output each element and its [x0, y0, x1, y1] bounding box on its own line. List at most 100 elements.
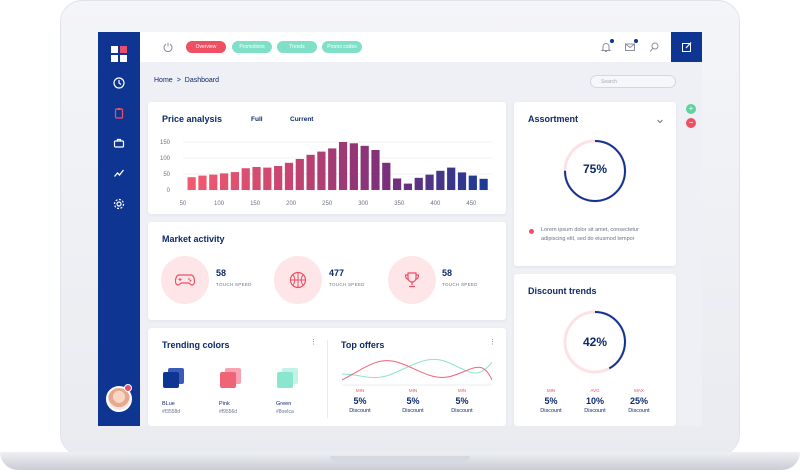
- clipboard-icon[interactable]: [110, 104, 128, 122]
- remove-widget-button[interactable]: −: [686, 118, 696, 128]
- power-icon[interactable]: [162, 40, 174, 58]
- offers-menu-icon[interactable]: ⋮: [489, 339, 496, 346]
- market-label-2: TOUCH SPEED: [329, 282, 365, 287]
- swatch-green[interactable]: [277, 372, 293, 388]
- top-bar: Overview Promotions Trends Promo codes: [140, 32, 702, 62]
- basketball-icon-badge: [274, 256, 322, 304]
- discount-min-value: 5%: [544, 396, 558, 406]
- trophy-icon-badge: [388, 256, 436, 304]
- discount-avg-label: AVG: [590, 388, 600, 393]
- x-tick-label: 350: [394, 201, 405, 207]
- swatch-pink-name: Pink: [219, 401, 230, 407]
- price-bar[interactable]: [457, 172, 467, 190]
- search-input[interactable]: Search: [590, 75, 676, 88]
- discount-trends-title: Discount trends: [528, 286, 597, 296]
- avatar-notification-dot: [124, 384, 132, 392]
- assortment-percent: 75%: [582, 162, 608, 176]
- x-tick-label: 300: [358, 201, 369, 207]
- price-bar[interactable]: [403, 183, 413, 190]
- price-bar[interactable]: [328, 148, 337, 190]
- price-bar[interactable]: [252, 166, 261, 190]
- price-bar[interactable]: [241, 168, 250, 190]
- mail-icon[interactable]: [624, 40, 636, 58]
- price-bar[interactable]: [479, 178, 488, 190]
- card-divider: [327, 340, 328, 418]
- price-chart: 0 50 100 150 50 100 150 200 250 300 350 400 450: [160, 140, 493, 207]
- assortment-card: Assortment 75% Lorem ipsum dolor sit ame…: [514, 102, 676, 266]
- add-widget-button[interactable]: +: [686, 104, 696, 114]
- price-bar[interactable]: [447, 167, 456, 190]
- price-bar[interactable]: [306, 154, 315, 190]
- bell-icon[interactable]: [600, 40, 612, 58]
- gamepad-icon: [175, 274, 195, 286]
- price-analysis-title: Price analysis: [162, 114, 223, 124]
- edit-button[interactable]: [671, 32, 702, 62]
- basketball-icon: [289, 271, 307, 289]
- price-bar[interactable]: [295, 158, 304, 190]
- trophy-icon: [404, 272, 420, 288]
- offer-2-sub: Discount: [402, 408, 424, 414]
- tab-current[interactable]: Current: [290, 116, 314, 123]
- tab-full[interactable]: Full: [251, 116, 263, 123]
- legend-dot: [529, 229, 534, 234]
- breadcrumb-current: Dashboard: [184, 77, 220, 84]
- screen: Overview Promotions Trends Promo codes H…: [98, 32, 702, 426]
- app-logo-icon[interactable]: [111, 46, 127, 62]
- offer-1-label: MIN: [355, 388, 365, 393]
- chevron-down-icon[interactable]: [656, 112, 664, 130]
- price-bar[interactable]: [317, 151, 326, 190]
- bell-badge: [610, 39, 614, 43]
- trend-line-icon[interactable]: [110, 164, 128, 182]
- tab-promotions[interactable]: Promotions: [232, 41, 272, 53]
- offer-2-label: MIN: [408, 388, 418, 393]
- price-bar[interactable]: [338, 142, 348, 190]
- breadcrumb-home[interactable]: Home: [154, 77, 173, 84]
- swatch-green-name: Green: [276, 401, 292, 407]
- price-bar[interactable]: [274, 166, 283, 190]
- price-bar[interactable]: [219, 173, 229, 190]
- gamepad-icon-badge: [161, 256, 209, 304]
- price-bar[interactable]: [371, 150, 380, 190]
- price-bar[interactable]: [284, 162, 294, 190]
- price-bar[interactable]: [425, 174, 434, 190]
- trending-colors-title: Trending colors: [162, 340, 230, 350]
- market-value-1: 58: [216, 268, 227, 278]
- x-tick-label: 50: [180, 201, 187, 207]
- search-icon[interactable]: [648, 40, 660, 58]
- x-tick-label: 200: [286, 201, 297, 207]
- tab-trends[interactable]: Trends: [277, 41, 317, 53]
- price-analysis-card: Price analysis Full Current 0 50 100 150 50 1…: [148, 102, 506, 214]
- tab-promo-codes[interactable]: Promo codes: [322, 41, 362, 53]
- swatch-blue-hex: #f3558d: [162, 409, 181, 415]
- price-bar[interactable]: [382, 162, 391, 190]
- assortment-title: Assortment: [528, 114, 579, 124]
- clock-icon[interactable]: [110, 74, 128, 92]
- price-bar[interactable]: [198, 175, 207, 190]
- y-tick-label: 0: [167, 188, 171, 194]
- gear-icon[interactable]: [110, 195, 128, 213]
- price-bar[interactable]: [263, 167, 272, 190]
- price-bar[interactable]: [209, 174, 218, 190]
- price-bar[interactable]: [468, 175, 477, 190]
- mail-badge: [634, 39, 638, 43]
- price-bar[interactable]: [393, 178, 402, 190]
- assortment-ring: [563, 139, 627, 203]
- price-bar[interactable]: [360, 145, 369, 190]
- price-bar[interactable]: [187, 177, 196, 190]
- price-bar[interactable]: [414, 177, 423, 190]
- swatch-pink[interactable]: [220, 372, 236, 388]
- swatch-blue[interactable]: [163, 372, 179, 388]
- price-bar[interactable]: [230, 172, 240, 190]
- x-tick-label: 250: [322, 201, 333, 207]
- y-tick-label: 150: [160, 140, 171, 146]
- price-bar[interactable]: [436, 170, 445, 190]
- price-bar[interactable]: [349, 143, 358, 190]
- discount-max-sub: Discount: [628, 408, 650, 414]
- tab-overview[interactable]: Overview: [186, 41, 226, 53]
- briefcase-icon[interactable]: [110, 134, 128, 152]
- discount-min-label: MIN: [546, 388, 556, 393]
- trending-menu-icon[interactable]: ⋮: [310, 339, 317, 346]
- breadcrumb: Home > Dashboard: [154, 77, 219, 84]
- market-activity-title: Market activity: [162, 234, 225, 244]
- assortment-note-1: Lorem ipsum dolor sit amet, consectetur: [541, 227, 639, 233]
